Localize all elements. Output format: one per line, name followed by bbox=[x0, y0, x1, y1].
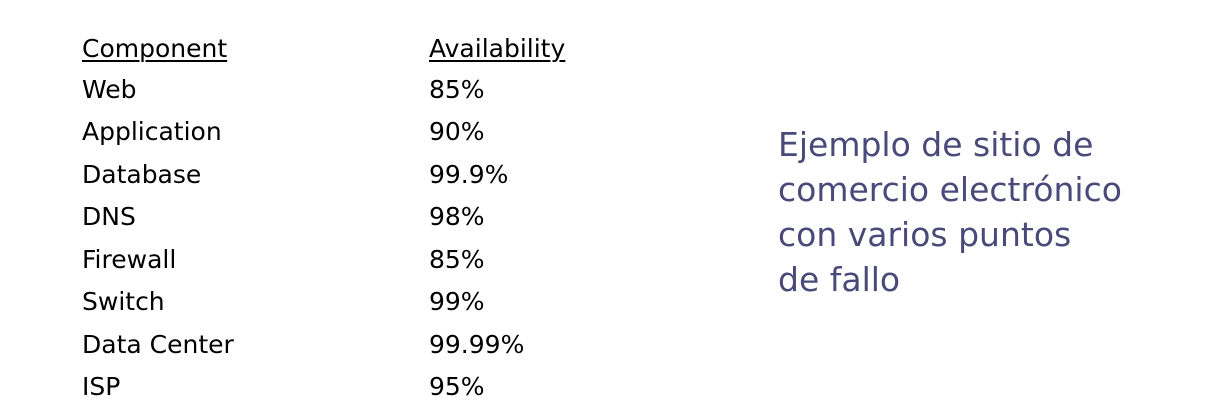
table-row: DNS 98% bbox=[82, 196, 582, 239]
slide-caption: Ejemplo de sitio de comercio electrónico… bbox=[778, 125, 1122, 299]
cell-availability: 99.99% bbox=[429, 329, 525, 359]
cell-component: Firewall bbox=[82, 244, 177, 274]
cell-availability: 99% bbox=[429, 287, 485, 317]
cell-availability: 85% bbox=[429, 244, 485, 274]
cell-availability: 90% bbox=[429, 117, 485, 147]
header-component: Component bbox=[82, 34, 228, 63]
table-row: Database 99.9% bbox=[82, 153, 582, 196]
table-row: Application 90% bbox=[82, 111, 582, 154]
cell-availability: 98% bbox=[429, 202, 485, 232]
cell-availability: 99.9% bbox=[429, 159, 509, 189]
cell-component: Application bbox=[82, 117, 222, 147]
availability-table: Component Availability Web 85% Applicati… bbox=[82, 24, 582, 408]
table-row: Switch 99% bbox=[82, 281, 582, 324]
cell-availability: 95% bbox=[429, 372, 485, 402]
table-row: Firewall 85% bbox=[82, 238, 582, 281]
table-row: ISP 95% bbox=[82, 366, 582, 409]
header-availability: Availability bbox=[429, 34, 566, 63]
cell-component: Web bbox=[82, 74, 137, 104]
cell-component: Switch bbox=[82, 287, 165, 317]
table-header: Component Availability bbox=[82, 24, 579, 62]
cell-component: ISP bbox=[82, 372, 121, 402]
table-row: Data Center 99.99% bbox=[82, 323, 582, 366]
table-body: Web 85% Application 90% Database 99.9% D… bbox=[82, 68, 582, 408]
cell-component: Database bbox=[82, 159, 202, 189]
cell-component: Data Center bbox=[82, 329, 234, 359]
table-row: Web 85% bbox=[82, 68, 582, 111]
cell-availability: 85% bbox=[429, 74, 485, 104]
cell-component: DNS bbox=[82, 202, 136, 232]
